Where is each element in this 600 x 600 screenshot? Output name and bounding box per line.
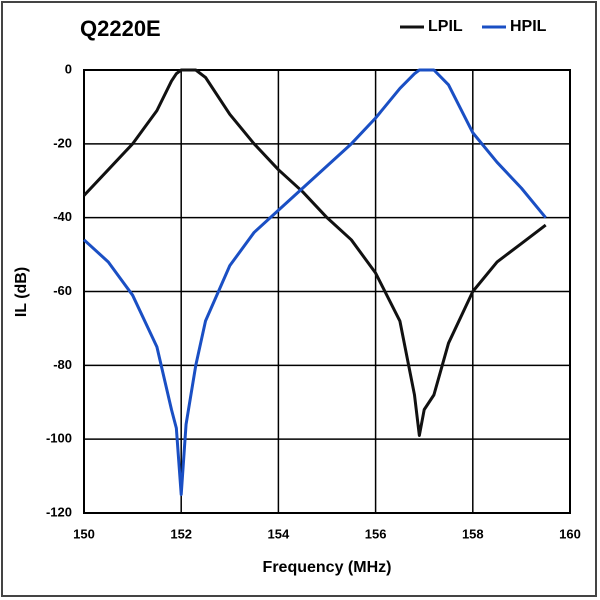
x-tick-label: 158 [462, 526, 484, 541]
x-tick-label: 156 [365, 526, 387, 541]
series-line [82, 68, 547, 497]
x-tick-label: 154 [268, 526, 290, 541]
y-tick-label: -60 [53, 283, 72, 298]
y-tick-label: 0 [65, 61, 72, 76]
plot-border [83, 69, 571, 514]
x-tick-label: 150 [73, 526, 95, 541]
x-axis-label: Frequency (MHz) [263, 559, 392, 576]
series-line [82, 68, 547, 437]
chart-title: Q2220E [80, 16, 161, 41]
y-tick-label: -120 [46, 504, 72, 519]
legend-label: HPIL [510, 18, 547, 35]
legend-label: LPIL [428, 18, 463, 35]
y-tick-label: -100 [46, 431, 72, 446]
y-tick-label: -40 [53, 209, 72, 224]
x-tick-label: 152 [170, 526, 192, 541]
y-tick-label: -80 [53, 357, 72, 372]
x-tick-label: 160 [559, 526, 581, 541]
y-tick-label: -20 [53, 135, 72, 150]
y-axis-label: IL (dB) [13, 267, 30, 317]
